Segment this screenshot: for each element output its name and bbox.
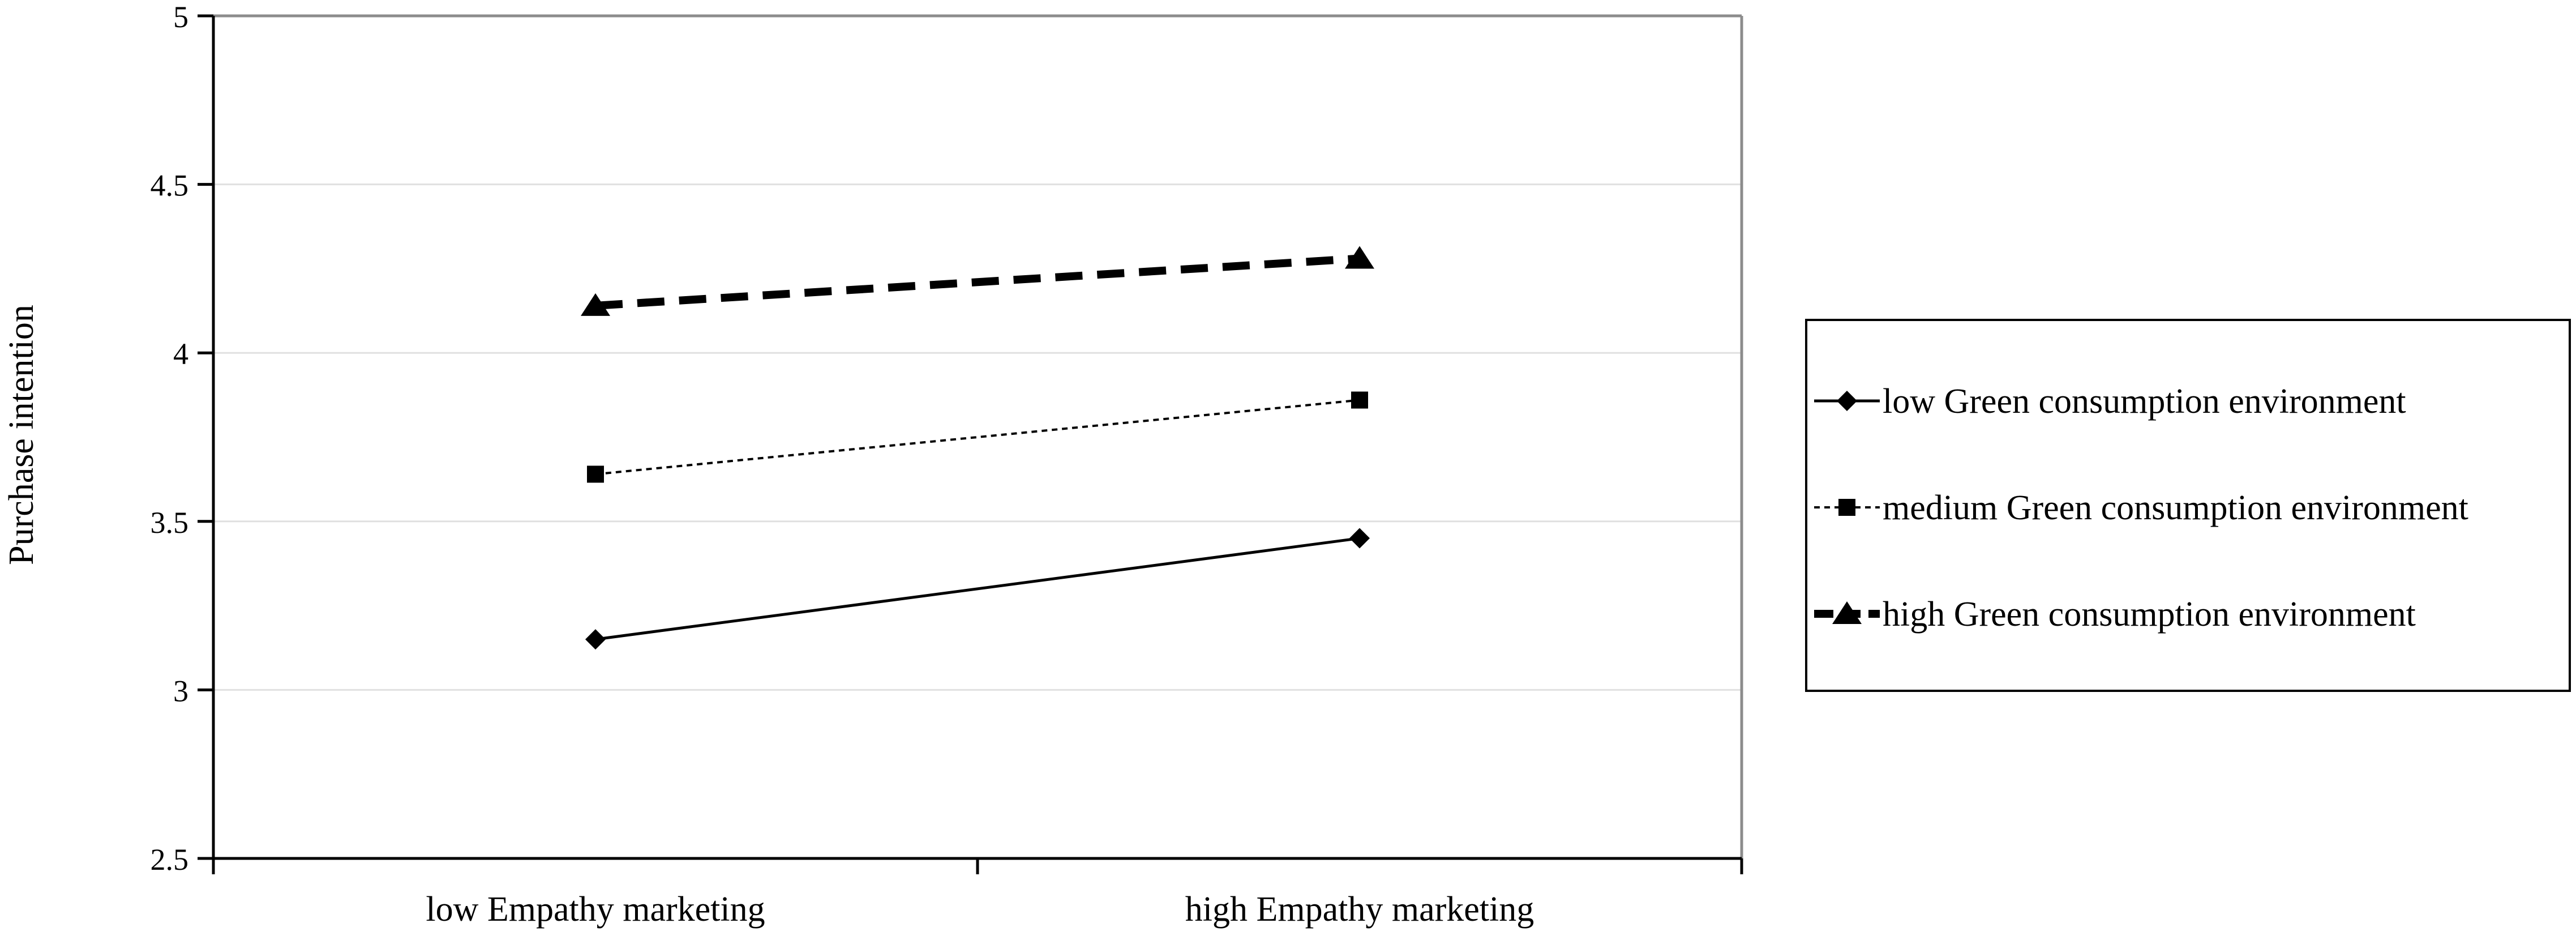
y-tick-label: 3.5 — [151, 506, 189, 540]
legend-marker — [1838, 499, 1855, 516]
x-tick-label: low Empathy marketing — [426, 890, 765, 929]
data-point — [1345, 246, 1374, 269]
data-point — [587, 465, 604, 483]
y-tick-label: 5 — [173, 0, 188, 34]
series-line-1 — [595, 537, 1360, 641]
legend-label: high Green consumption environment — [1883, 595, 2416, 634]
y-tick-label: 4.5 — [151, 169, 189, 203]
x-tick-label: high Empathy marketing — [1185, 890, 1534, 929]
y-tick-label: 3 — [173, 674, 188, 708]
data-point — [1351, 391, 1368, 409]
legend: low Green consumption environment medium … — [1805, 319, 2571, 692]
y-tick-label: 4 — [173, 337, 188, 371]
series-line-2 — [595, 399, 1360, 476]
legend-marker — [1832, 601, 1862, 624]
legend-box — [1805, 319, 2571, 692]
legend-label: medium Green consumption environment — [1883, 489, 2468, 527]
plot-area: 2.5 3 3.5 4 4.5 5 low Empathy marketing high Em… — [151, 0, 1743, 929]
series-line-3 — [595, 254, 1360, 310]
data-point — [585, 629, 606, 650]
legend-marker — [1837, 391, 1857, 411]
y-tick-label: 2.5 — [151, 843, 189, 877]
legend-label: low Green consumption environment — [1883, 382, 2406, 421]
y-axis-label: Purchase intention — [2, 305, 41, 565]
data-point — [1349, 528, 1370, 549]
data-point — [581, 293, 610, 316]
